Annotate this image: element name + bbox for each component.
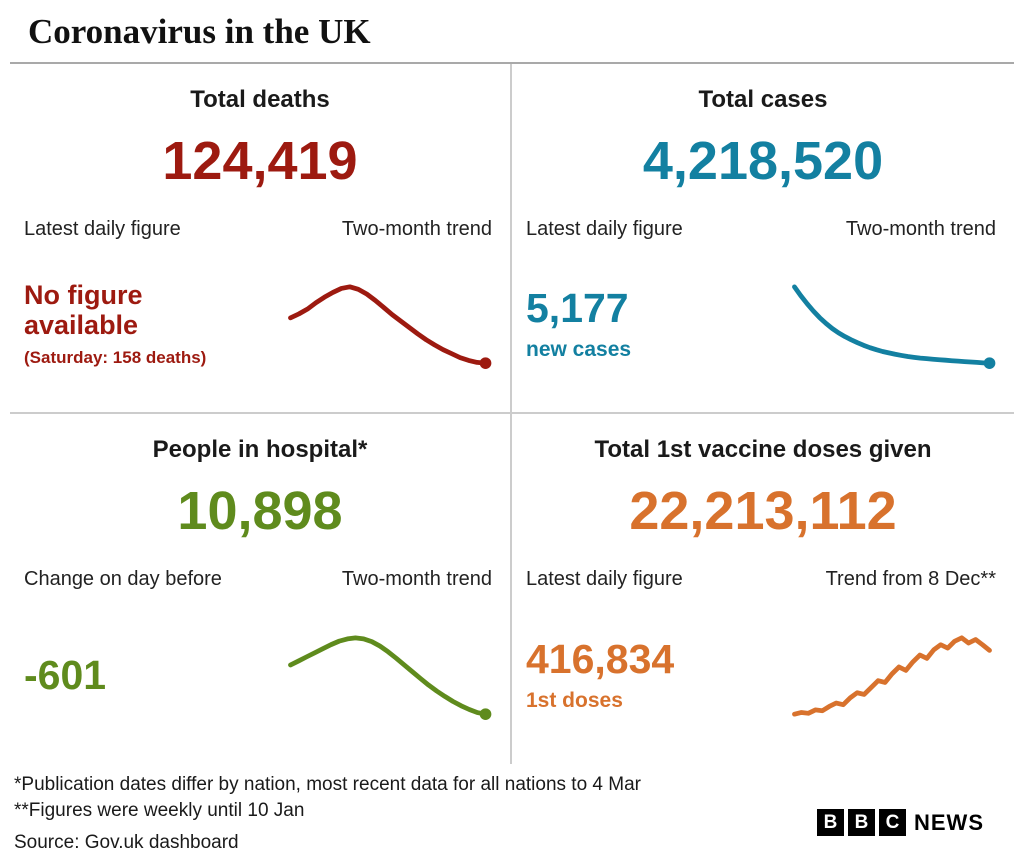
deaths-saturday-note: (Saturday: 158 deaths) [24, 347, 207, 367]
deaths-labels-row: Latest daily figure Two-month trend [18, 218, 502, 241]
hospital-trend-label: Two-month trend [341, 568, 492, 590]
vaccine-total-value: 22,213,112 [629, 481, 897, 541]
cases-latest-figure: 5,177 new cases [526, 284, 632, 362]
vaccine-latest-figure: 416,834 1st doses [526, 635, 675, 713]
vaccine-latest-value: 416,834 [526, 635, 675, 682]
bbc-logo-block-c: C [879, 809, 906, 836]
deaths-latest-figure: No figure available (Saturday: 158 death… [24, 281, 206, 367]
bbc-logo-block-b2: B [848, 809, 875, 836]
header-divider [10, 62, 1014, 64]
vaccine-trend-label: Trend from 8 Dec** [825, 568, 996, 590]
cases-latest-sub: new cases [526, 338, 632, 362]
vaccine-labels-row: Latest daily figure Trend from 8 Dec** [520, 568, 1006, 591]
vaccine-latest-sub: 1st doses [526, 689, 623, 713]
deaths-no-figure-line2: available [24, 309, 139, 340]
hospital-total-value: 10,898 [177, 481, 343, 541]
hospital-change-value: -601 [24, 651, 107, 698]
cases-latest-value: 5,177 [526, 284, 629, 331]
cases-latest-label: Latest daily figure [526, 218, 683, 240]
deaths-total-value: 124,419 [162, 131, 358, 191]
source-line: Source: Gov.uk dashboard [14, 832, 239, 848]
cases-trend-sparkline [792, 283, 996, 369]
hospital-heading: People in hospital* [152, 436, 368, 463]
deaths-trend-sparkline [288, 283, 492, 369]
page-title: Coronavirus in the UK [28, 12, 371, 51]
panel-total-cases: Total cases 4,218,520 Latest daily figur… [512, 64, 1014, 414]
footnote-weekly-figures: **Figures were weekly until 10 Jan [14, 800, 305, 822]
deaths-heading: Total deaths [190, 86, 330, 113]
panel-people-in-hospital: People in hospital* 10,898 Change on day… [10, 414, 512, 764]
panel-vaccine-doses: Total 1st vaccine doses given 22,213,112… [512, 414, 1014, 764]
hospital-labels-row: Change on day before Two-month trend [18, 568, 502, 591]
panel-total-deaths: Total deaths 124,419 Latest daily figure… [10, 64, 512, 414]
deaths-content-row: No figure available (Saturday: 158 death… [18, 251, 502, 404]
deaths-no-figure-line1: No figure [24, 280, 143, 311]
bbc-logo-block-b1: B [817, 809, 844, 836]
header: Coronavirus in the UK [0, 0, 1024, 64]
vaccine-content-row: 416,834 1st doses [520, 601, 1006, 756]
deaths-trend-label: Two-month trend [341, 218, 492, 240]
deaths-latest-label: Latest daily figure [24, 218, 181, 240]
footnote-publication-dates: *Publication dates differ by nation, mos… [14, 774, 641, 795]
hospital-latest-figure: -601 [24, 651, 107, 698]
cases-content-row: 5,177 new cases [520, 251, 1006, 404]
vaccine-trend-sparkline [792, 634, 992, 717]
cases-labels-row: Latest daily figure Two-month trend [520, 218, 1006, 241]
stats-grid: Total deaths 124,419 Latest daily figure… [10, 64, 1014, 764]
bbc-news-logo: B B C NEWS [817, 809, 984, 836]
hospital-change-label: Change on day before [24, 568, 222, 590]
hospital-content-row: -601 [18, 601, 502, 756]
bbc-news-text: NEWS [914, 809, 984, 835]
footer: *Publication dates differ by nation, mos… [0, 764, 1024, 848]
cases-trend-label: Two-month trend [845, 218, 996, 240]
cases-heading: Total cases [698, 86, 828, 113]
hospital-trend-sparkline [288, 634, 492, 720]
cases-total-value: 4,218,520 [642, 131, 884, 191]
vaccine-latest-label: Latest daily figure [526, 568, 683, 590]
vaccine-heading: Total 1st vaccine doses given [594, 436, 932, 463]
